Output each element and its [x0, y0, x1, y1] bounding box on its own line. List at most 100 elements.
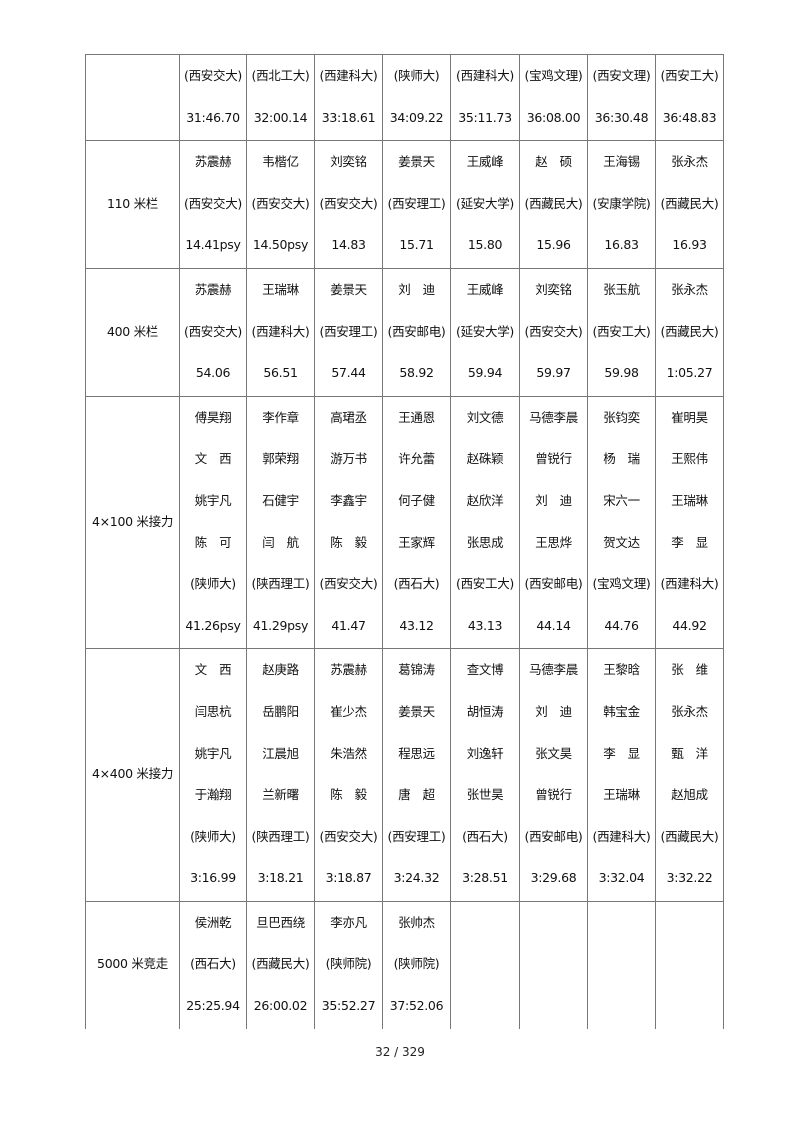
result-line: 刘 迪: [398, 281, 435, 297]
result-line: 37:52.06: [389, 998, 444, 1014]
result-line: 杨 瑞: [603, 451, 640, 467]
result-line: 许允蕾: [398, 451, 435, 467]
result-line: 石健宇: [262, 492, 299, 508]
result-line: (西安交大): [184, 195, 242, 211]
result-line: 3:28.51: [462, 870, 508, 886]
result-line: (西安邮电): [524, 828, 583, 844]
result-line: (陕西理工): [251, 828, 310, 844]
result-line: 王海锡: [603, 154, 640, 170]
result-line: 王通恩: [398, 409, 435, 425]
result-line: 58.92: [399, 365, 434, 381]
result-line: 刘文德: [466, 409, 504, 425]
result-line: 张永杰: [671, 154, 708, 170]
result-line: 于瀚翔: [194, 787, 232, 803]
result-cell: [587, 900, 656, 1029]
result-line: (西建科大): [660, 576, 719, 592]
result-line: (西安交大): [184, 68, 242, 83]
result-line: 甄 洋: [671, 745, 708, 761]
event-name-cell: 110 米栏: [85, 140, 180, 269]
result-line: 3:18.87: [325, 870, 372, 886]
result-cell: 李亦凡 (陕师院) 35:52.27: [314, 900, 383, 1029]
result-line: (西藏民大): [524, 195, 583, 211]
result-line: 赵硃颖: [466, 451, 504, 467]
result-line: 苏震赫: [330, 662, 367, 678]
result-cell: 姜景天 (西安理工) 57.44: [314, 267, 383, 397]
result-line: (西藏民大): [660, 828, 719, 844]
result-line: 14.50psy: [252, 237, 309, 253]
result-cell: 赵 硕 (西藏民大) 15.96: [519, 140, 588, 269]
result-line: (西建科大): [319, 68, 378, 83]
result-cell: [450, 900, 520, 1029]
results-table: (西安交大) 31:46.70 (西北工大) 32:00.14 (西建科大) 33:18.…: [85, 53, 724, 1029]
result-line: 32:00.14: [253, 109, 308, 125]
result-line: (西安文理): [592, 68, 651, 83]
result-line: 26:00.02: [253, 998, 308, 1014]
result-line: 何子健: [398, 492, 435, 508]
result-line: 姜景天: [330, 281, 367, 297]
result-cell: (陕师大) 34:09.22: [382, 53, 451, 142]
result-line: 张文昊: [535, 745, 572, 761]
result-line: 姜景天: [398, 154, 435, 170]
result-line: 李作章: [262, 409, 299, 425]
result-line: 刘逸轩: [466, 745, 504, 761]
result-line: 旦巴西绕: [256, 914, 305, 930]
result-line: 曾锐行: [535, 787, 572, 803]
result-line: 姚宇凡: [194, 745, 232, 761]
event-name-cell: 4×400 米接力: [85, 648, 180, 902]
result-line: (西建科大): [251, 323, 310, 339]
result-line: (安康学院): [592, 195, 651, 211]
result-line: (西藏民大): [251, 956, 310, 972]
result-line: 35:52.27: [321, 998, 376, 1014]
result-cell: 马德李晨 曾锐行刘 迪王思烨 (西安邮电) 44.14: [519, 395, 588, 650]
result-cell: [655, 900, 724, 1029]
result-line: 岳鹏阳: [262, 703, 299, 719]
result-line: (西安理工): [387, 828, 446, 844]
result-line: 王瑞琳: [262, 281, 299, 297]
result-line: 姜景天: [398, 703, 435, 719]
result-line: 苏震赫: [194, 281, 232, 297]
result-line: 44.14: [536, 617, 571, 633]
table-row: 110 米栏 苏震赫 (西安交大) 14.41psy 韦楷亿 (西安交大) 14.50psy…: [85, 140, 724, 269]
result-line: 57.44: [331, 365, 366, 381]
result-line: 文 西: [194, 451, 232, 467]
result-line: (宝鸡文理): [592, 576, 651, 592]
result-line: (西安理工): [319, 323, 378, 339]
result-line: (陕师院): [325, 956, 372, 972]
result-line: 张世昊: [466, 787, 504, 803]
result-line: 59.97: [536, 365, 571, 381]
result-line: (西安交大): [319, 195, 378, 211]
result-cell: 刘 迪 (西安邮电) 58.92: [382, 267, 451, 397]
result-line: 王威峰: [466, 154, 504, 170]
table-row: 5000 米竞走 侯洲乾 (西石大) 25:25.94 旦巴西绕 (西藏民大) 26:00.…: [85, 900, 724, 1029]
result-cell: 刘奕铭 (西安交大) 59.97: [519, 267, 588, 397]
result-line: 15.80: [467, 237, 503, 253]
result-cell: 张帅杰 (陕师院) 37:52.06: [382, 900, 451, 1029]
result-line: 刘 迪: [535, 703, 572, 719]
result-cell: (宝鸡文理) 36:08.00: [519, 53, 588, 142]
result-line: 赵旭成: [671, 787, 708, 803]
result-cell: 王通恩 许允蕾 何子健 王家辉 (西石大) 43.12: [382, 395, 451, 650]
result-line: 马德李晨: [529, 409, 578, 425]
result-cell: 姜景天 (西安理工) 15.71: [382, 140, 451, 269]
result-line: (陕师大): [190, 828, 236, 844]
result-line: 游万书: [330, 451, 367, 467]
result-cell: (西建科大) 35:11.73: [450, 53, 520, 142]
table-row: (西安交大) 31:46.70 (西北工大) 32:00.14 (西建科大) 33:18.…: [85, 53, 724, 142]
result-line: (西建科大): [592, 828, 651, 844]
result-line: 崔少杰: [330, 703, 367, 719]
result-cell: 王海锡 (安康学院) 16.83: [587, 140, 656, 269]
result-line: (西安理工): [387, 195, 446, 211]
result-cell: 查文博 胡恒涛 刘逸轩 张世昊 (西石大) 3:28.51: [450, 648, 520, 902]
result-cell: 张玉航 (西安工大) 59.98: [587, 267, 656, 397]
result-line: 李 显: [603, 745, 640, 761]
result-line: 35:11.73: [458, 109, 512, 125]
result-line: 陈 毅: [330, 534, 367, 550]
result-cell: 张永杰 (西藏民大) 16.93: [655, 140, 724, 269]
result-line: 兰新曙: [262, 787, 299, 803]
result-line: 16.93: [672, 237, 707, 253]
result-line: 宋六一: [603, 492, 640, 508]
result-line: 59.94: [467, 365, 503, 381]
result-line: 王瑞琳: [603, 787, 640, 803]
result-line: (西安工大): [660, 68, 719, 83]
result-line: (陕师大): [190, 576, 236, 592]
